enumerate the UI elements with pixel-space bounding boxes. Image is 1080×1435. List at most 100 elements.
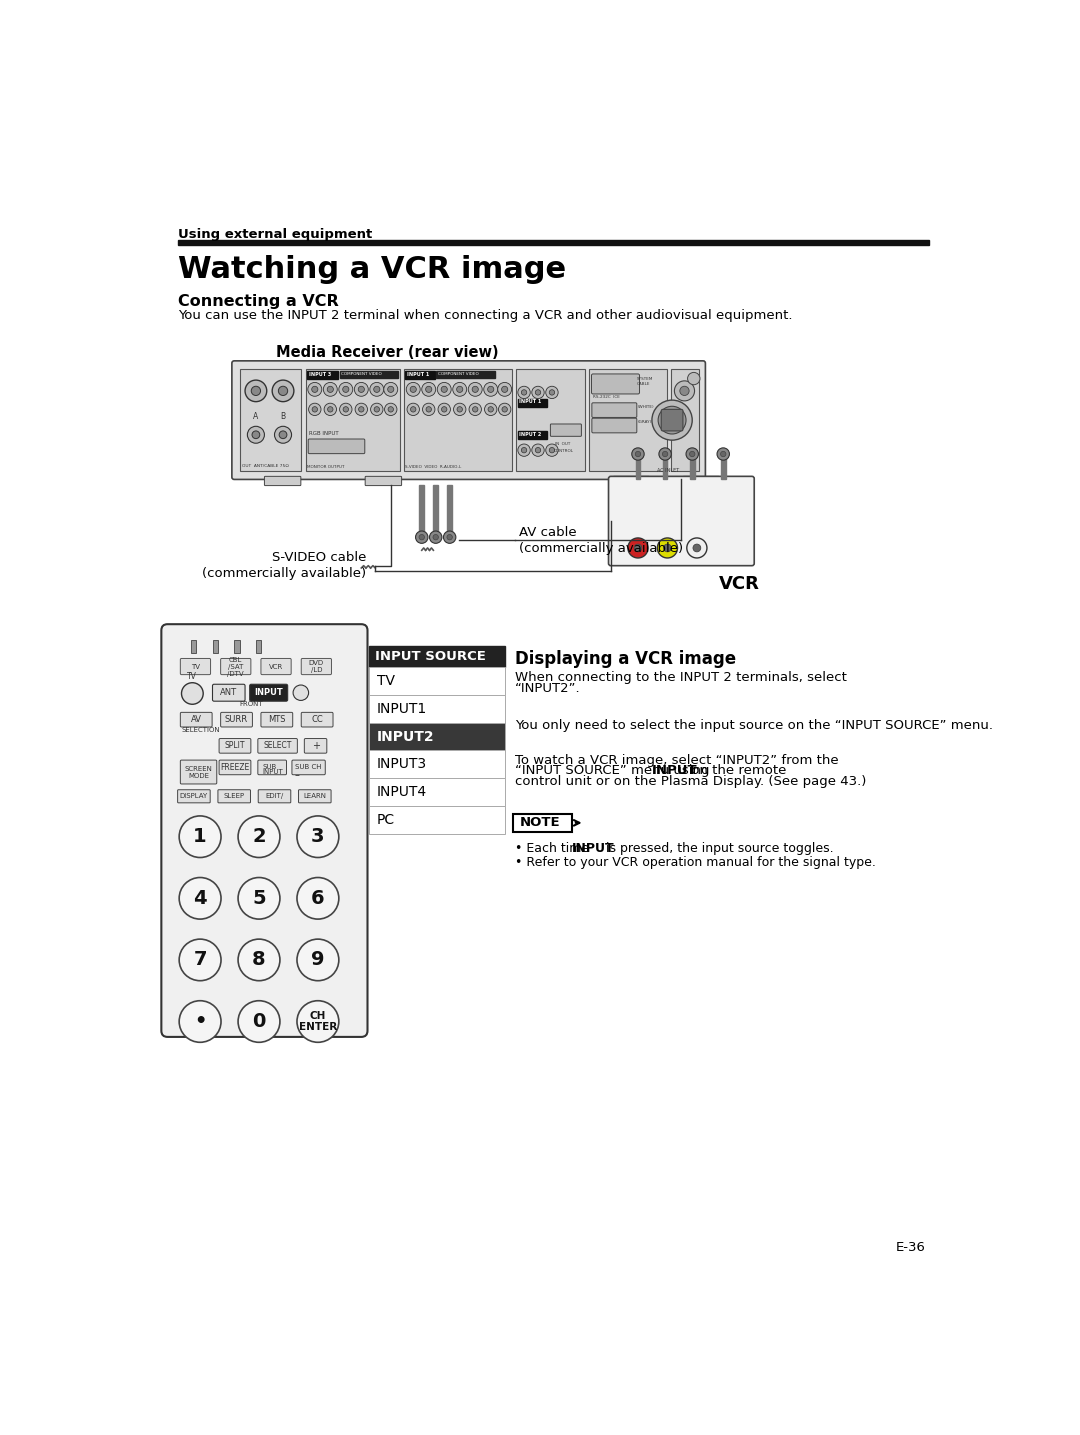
Circle shape (531, 443, 544, 456)
Text: VCR: VCR (269, 663, 283, 670)
Circle shape (517, 386, 530, 399)
Circle shape (454, 403, 465, 416)
Circle shape (297, 817, 339, 858)
Bar (369, 751, 504, 778)
FancyBboxPatch shape (265, 476, 301, 485)
Circle shape (720, 452, 726, 456)
Circle shape (359, 406, 364, 412)
Circle shape (632, 448, 644, 461)
Circle shape (274, 426, 292, 443)
Bar (241, 369, 301, 471)
Circle shape (247, 426, 265, 443)
Bar (636, 455, 640, 479)
Circle shape (517, 443, 530, 456)
Circle shape (339, 382, 353, 396)
Text: INPUT 2: INPUT 2 (519, 432, 542, 436)
Circle shape (430, 531, 442, 544)
Text: COMPONENT VIDEO: COMPONENT VIDEO (438, 372, 478, 376)
Text: CC: CC (311, 715, 323, 725)
Text: RS-232C  ICE: RS-232C ICE (593, 396, 620, 399)
Bar (517, 430, 548, 439)
Circle shape (422, 403, 435, 416)
Circle shape (252, 386, 260, 396)
Circle shape (484, 382, 498, 396)
Bar (213, 640, 218, 653)
Bar (369, 667, 504, 695)
Text: SELECT: SELECT (264, 742, 292, 751)
FancyBboxPatch shape (180, 659, 211, 674)
Circle shape (550, 448, 555, 453)
Text: INPUT: INPUT (262, 769, 283, 775)
Circle shape (662, 452, 667, 456)
Text: You can use the INPUT 2 terminal when connecting a VCR and other audiovisual equ: You can use the INPUT 2 terminal when co… (177, 310, 792, 323)
FancyBboxPatch shape (661, 409, 683, 430)
FancyBboxPatch shape (592, 403, 637, 418)
Text: CBL
/SAT
/DTV: CBL /SAT /DTV (228, 657, 244, 676)
Circle shape (536, 448, 541, 453)
Circle shape (444, 531, 456, 544)
Bar (369, 806, 504, 834)
Circle shape (388, 386, 394, 392)
Circle shape (327, 406, 333, 412)
Text: Connecting a VCR: Connecting a VCR (177, 294, 338, 309)
Circle shape (635, 452, 640, 456)
FancyBboxPatch shape (177, 789, 211, 802)
Text: PC: PC (377, 812, 395, 827)
Circle shape (536, 390, 541, 395)
Bar (339, 370, 397, 377)
Circle shape (327, 386, 334, 392)
Text: LEARN: LEARN (303, 794, 326, 799)
Circle shape (354, 382, 368, 396)
Circle shape (406, 382, 420, 396)
Text: You only need to select the input source on the “INPUT SOURCE” menu.: You only need to select the input source… (515, 719, 993, 732)
FancyBboxPatch shape (258, 789, 291, 802)
Circle shape (550, 390, 555, 395)
Text: Using external equipment: Using external equipment (177, 228, 372, 241)
Text: SPLIT: SPLIT (225, 742, 245, 751)
Text: • Each time: • Each time (515, 842, 593, 855)
Circle shape (426, 406, 431, 412)
Circle shape (312, 386, 318, 392)
FancyBboxPatch shape (301, 712, 333, 728)
Circle shape (384, 403, 397, 416)
Text: +: + (311, 740, 320, 751)
Text: “INPUT2”.: “INPUT2”. (515, 682, 580, 695)
Circle shape (419, 534, 424, 540)
Text: INPUT SOURCE: INPUT SOURCE (375, 650, 486, 663)
Circle shape (297, 938, 339, 980)
Text: 1: 1 (193, 827, 207, 847)
Text: INPUT 1: INPUT 1 (519, 399, 542, 405)
Text: E-36: E-36 (895, 1241, 926, 1254)
Text: TV: TV (191, 663, 200, 670)
FancyBboxPatch shape (292, 761, 325, 775)
Bar (177, 240, 930, 244)
Circle shape (469, 403, 482, 416)
Text: COMPONENT VIDEO: COMPONENT VIDEO (341, 372, 382, 376)
Circle shape (687, 538, 707, 558)
Text: FRONT: FRONT (240, 702, 264, 707)
Circle shape (627, 538, 648, 558)
Bar (663, 455, 667, 479)
Circle shape (181, 683, 203, 705)
FancyBboxPatch shape (551, 423, 581, 436)
Circle shape (488, 406, 494, 412)
Circle shape (659, 448, 672, 461)
Circle shape (238, 1000, 280, 1042)
FancyBboxPatch shape (218, 789, 251, 802)
FancyBboxPatch shape (613, 476, 649, 485)
Circle shape (717, 448, 729, 461)
FancyBboxPatch shape (258, 761, 286, 775)
Circle shape (457, 386, 463, 392)
Text: S-VIDEO cable: S-VIDEO cable (271, 551, 366, 564)
Bar (433, 485, 438, 535)
FancyBboxPatch shape (220, 659, 251, 674)
Circle shape (499, 403, 511, 416)
Text: 4: 4 (193, 888, 207, 908)
Circle shape (252, 430, 260, 439)
Circle shape (472, 386, 478, 392)
Circle shape (531, 386, 544, 399)
Text: INPUT3: INPUT3 (377, 758, 427, 772)
Text: DISPLAY: DISPLAY (179, 794, 208, 799)
FancyBboxPatch shape (608, 476, 754, 565)
Text: When connecting to the INPUT 2 terminals, select: When connecting to the INPUT 2 terminals… (515, 672, 847, 684)
